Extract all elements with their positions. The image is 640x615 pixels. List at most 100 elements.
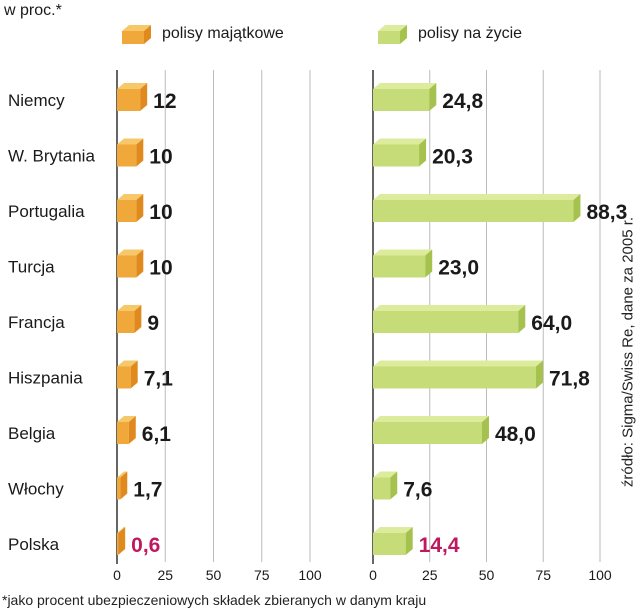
value-label: 10 [149, 201, 172, 224]
bar-face [373, 89, 430, 111]
bar-face [373, 305, 526, 311]
bar-face [373, 471, 398, 478]
tick-label: 100 [298, 567, 322, 583]
legend-swatch-life [378, 25, 407, 44]
tick-label: 25 [157, 567, 173, 583]
value-label: 7,1 [144, 368, 174, 391]
bar-property [117, 527, 126, 555]
bar-face [117, 200, 137, 222]
bar-face [373, 249, 433, 256]
unit-label: w proc.* [4, 2, 62, 19]
category-label: Belgia [8, 424, 56, 443]
bar-face [117, 477, 121, 500]
value-label: 71,8 [549, 368, 590, 391]
value-label: 20,3 [432, 146, 473, 169]
bar-face [117, 366, 131, 389]
bar-face [117, 249, 144, 256]
value-label: 7,6 [403, 479, 432, 502]
bar-face [481, 416, 489, 444]
bar-property [117, 249, 144, 278]
tick-label: 50 [479, 567, 495, 583]
bar-face [373, 477, 391, 500]
value-label: 10 [149, 257, 172, 280]
bar-face [136, 249, 144, 278]
category-label: Włochy [8, 480, 64, 499]
bar-face [117, 144, 137, 167]
bar-face [373, 138, 427, 145]
bar-face [535, 360, 543, 389]
bar-property [117, 138, 144, 167]
tick-label: 75 [254, 567, 270, 583]
bar-face [117, 311, 135, 333]
bar-face [117, 416, 136, 422]
value-label: 12 [153, 90, 176, 113]
bar-property [117, 83, 148, 111]
legend-item-property: polisy majątkowe [120, 22, 284, 46]
bar-face [390, 471, 398, 500]
bar-life [373, 194, 581, 222]
bar-face [120, 471, 128, 500]
bar-face [419, 138, 427, 167]
tick-label: 0 [369, 567, 377, 583]
bar-face [136, 138, 144, 167]
bar-property [117, 305, 142, 333]
category-label: Hiszpania [8, 369, 83, 388]
bar-property [117, 360, 138, 389]
bar-face [373, 527, 413, 533]
legend-label-property: polisy majątkowe [162, 25, 284, 42]
bar-face [117, 255, 137, 278]
bar-face [140, 83, 148, 111]
value-label: 6,1 [142, 423, 172, 446]
bar-property [117, 471, 128, 500]
bar-face [117, 527, 126, 533]
category-label: W. Brytania [8, 147, 95, 166]
bar-face [136, 194, 144, 222]
bar-face [118, 527, 126, 555]
bar-face [134, 305, 142, 333]
bar-face [373, 422, 482, 444]
bar-life [373, 471, 398, 500]
category-label: Portugalia [8, 202, 85, 221]
bar-face [130, 360, 138, 389]
value-label: 23,0 [438, 257, 479, 280]
bar-face [425, 249, 433, 278]
legend-item-life: polisy na życie [376, 22, 522, 46]
tick-label: 25 [422, 567, 438, 583]
tick-label: 50 [206, 567, 222, 583]
footnote: *jako procent ubezpieczeniowych składek … [2, 592, 427, 608]
value-label: 48,0 [495, 423, 536, 446]
category-label: Turcja [8, 258, 55, 277]
bar-face [117, 83, 148, 89]
value-label: 88,3 [586, 201, 627, 224]
bar-face [373, 200, 574, 222]
bar-face [373, 194, 581, 200]
bar-life [373, 416, 489, 444]
bar-face [373, 360, 543, 367]
bar-face [128, 416, 136, 444]
bar-face [117, 305, 142, 311]
tick-label: 75 [535, 567, 551, 583]
category-label: Niemcy [8, 91, 65, 110]
bar-life [373, 527, 413, 555]
bar-face [117, 422, 129, 444]
legend-swatch-property [122, 25, 151, 44]
source-text: źródło: Sigma/Swiss Re, dane za 2005 r. [619, 216, 637, 488]
value-label: 14,4 [419, 534, 460, 557]
bar-face [573, 194, 581, 222]
bar-life [373, 83, 437, 111]
tick-label: 100 [588, 567, 612, 583]
bar-life [373, 138, 427, 167]
bar-face [117, 533, 119, 555]
bar-face [373, 83, 437, 89]
legend-label-life: polisy na życie [418, 25, 523, 42]
bar-property [117, 194, 144, 222]
bar-property [117, 416, 136, 444]
bar-face [405, 527, 413, 555]
value-label: 64,0 [531, 312, 572, 335]
bar-face [373, 255, 426, 278]
bar-life [373, 249, 433, 278]
bar-face [117, 194, 144, 200]
bar-life [373, 305, 526, 333]
value-label: 1,7 [133, 479, 162, 502]
